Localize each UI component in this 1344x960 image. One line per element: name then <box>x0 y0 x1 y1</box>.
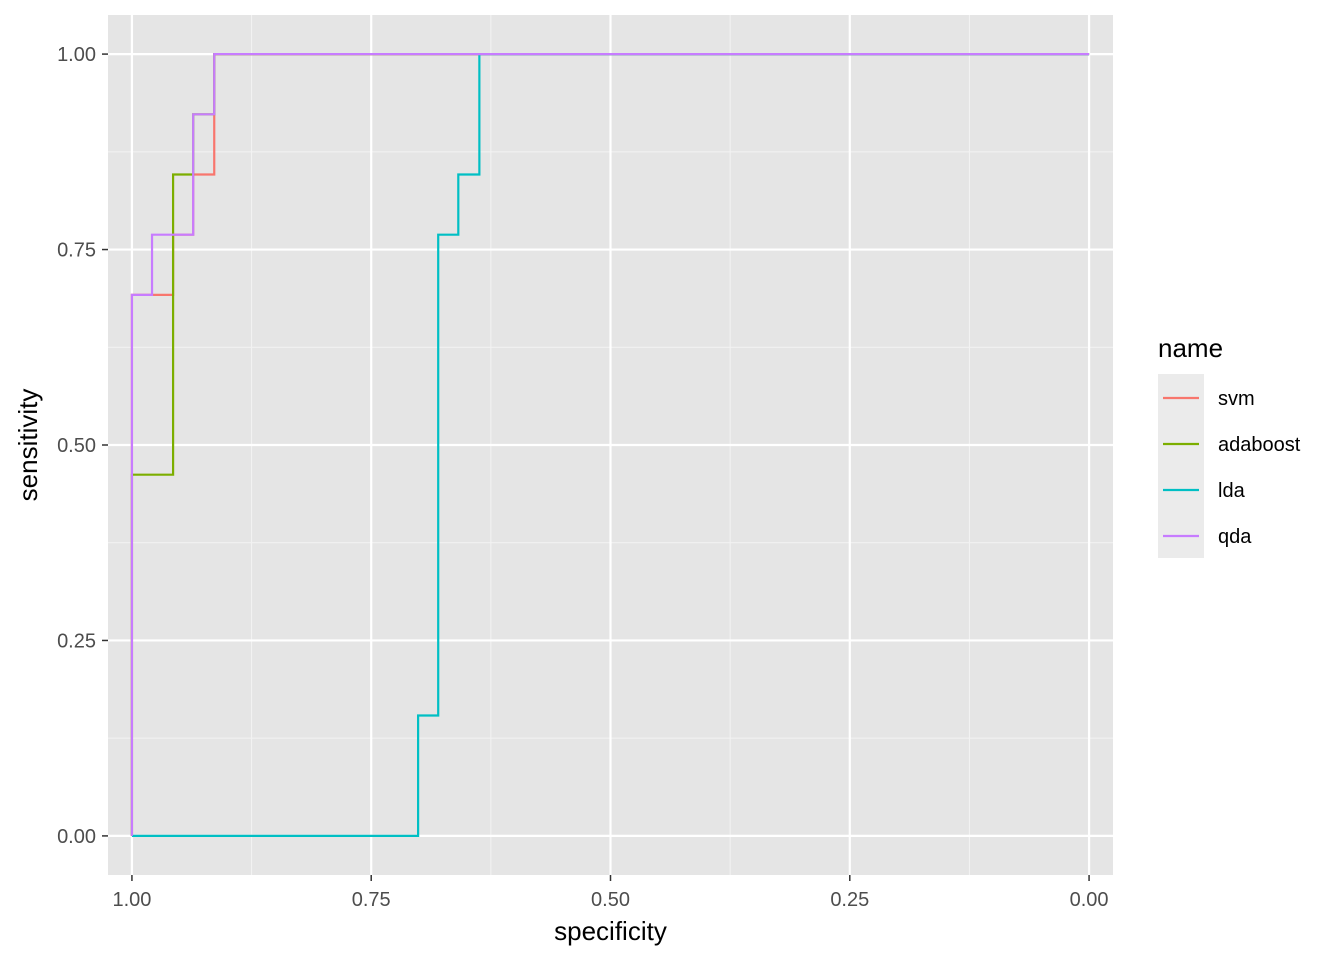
legend-title: name <box>1158 333 1223 363</box>
y-tick-label: 0.50 <box>57 435 96 457</box>
x-axis: 1.00 0.75 0.50 0.25 0.00 <box>112 875 1109 911</box>
y-tick-label: 1.00 <box>57 44 96 66</box>
series-line-qda <box>130 52 1090 836</box>
y-tick-label: 0.25 <box>57 630 96 652</box>
x-tick-label: 0.75 <box>352 889 391 911</box>
roc-curves <box>130 52 1090 838</box>
legend: name svm adaboost lda qda <box>1158 333 1301 558</box>
x-tick-label: 1.00 <box>112 889 151 911</box>
legend-label-adaboost: adaboost <box>1218 434 1301 456</box>
y-tick-label: 0.75 <box>57 240 96 262</box>
x-tick-label: 0.50 <box>591 889 630 911</box>
y-tick-label: 0.00 <box>57 826 96 848</box>
legend-label-lda: lda <box>1218 480 1246 502</box>
x-tick-label: 0.25 <box>830 889 869 911</box>
legend-key-background <box>1158 374 1204 558</box>
legend-label-svm: svm <box>1218 388 1255 410</box>
series-line-lda <box>131 52 1090 838</box>
y-axis: 0.00 0.25 0.50 0.75 1.00 <box>57 44 108 848</box>
x-tick-label: 0.00 <box>1070 889 1109 911</box>
x-axis-title: specificity <box>554 916 667 946</box>
legend-label-qda: qda <box>1218 526 1252 548</box>
y-axis-title: sensitivity <box>13 389 43 502</box>
